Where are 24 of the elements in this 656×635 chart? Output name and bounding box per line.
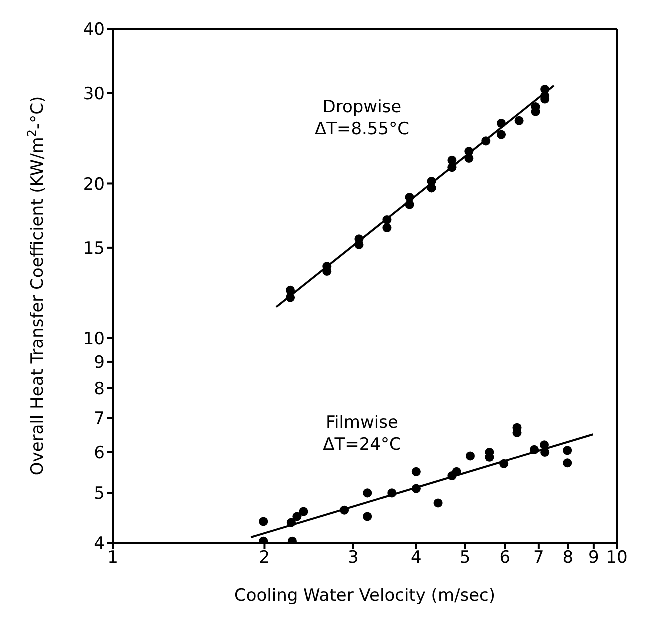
x-tick-label: 7	[534, 548, 544, 568]
x-tick-label: 10	[606, 548, 628, 568]
y-tick-label: 7	[94, 409, 105, 430]
annotation: Dropwise ΔT=8.55°C	[314, 97, 410, 140]
x-tick-label: 3	[348, 548, 359, 568]
x-tick-label: 4	[411, 548, 422, 568]
x-tick-label: 9	[588, 548, 600, 568]
x-tick-label: 5	[460, 548, 471, 568]
x-axis-title: Cooling Water Velocity (m/sec)	[234, 586, 496, 606]
x-tick-label: 1	[108, 548, 118, 568]
x-tick-label: 8	[562, 548, 574, 568]
x-tick-label: 6	[500, 548, 511, 568]
y-tick-label: 15	[83, 238, 105, 259]
annotation: Filmwise ΔT=24°C	[323, 412, 402, 455]
y-tick-label: 40	[83, 20, 105, 40]
y-tick-label: 30	[83, 84, 105, 104]
y-tick-label: 10	[83, 329, 105, 350]
y-tick-label: 5	[94, 484, 105, 504]
y-tick-label: 9	[94, 353, 105, 374]
y-tick-label: 20	[83, 174, 105, 195]
y-tick-label: 8	[94, 379, 105, 400]
y-tick-label: 6	[94, 444, 105, 464]
x-tick-label: 2	[259, 548, 270, 568]
y-tick-label: 4	[94, 534, 105, 554]
